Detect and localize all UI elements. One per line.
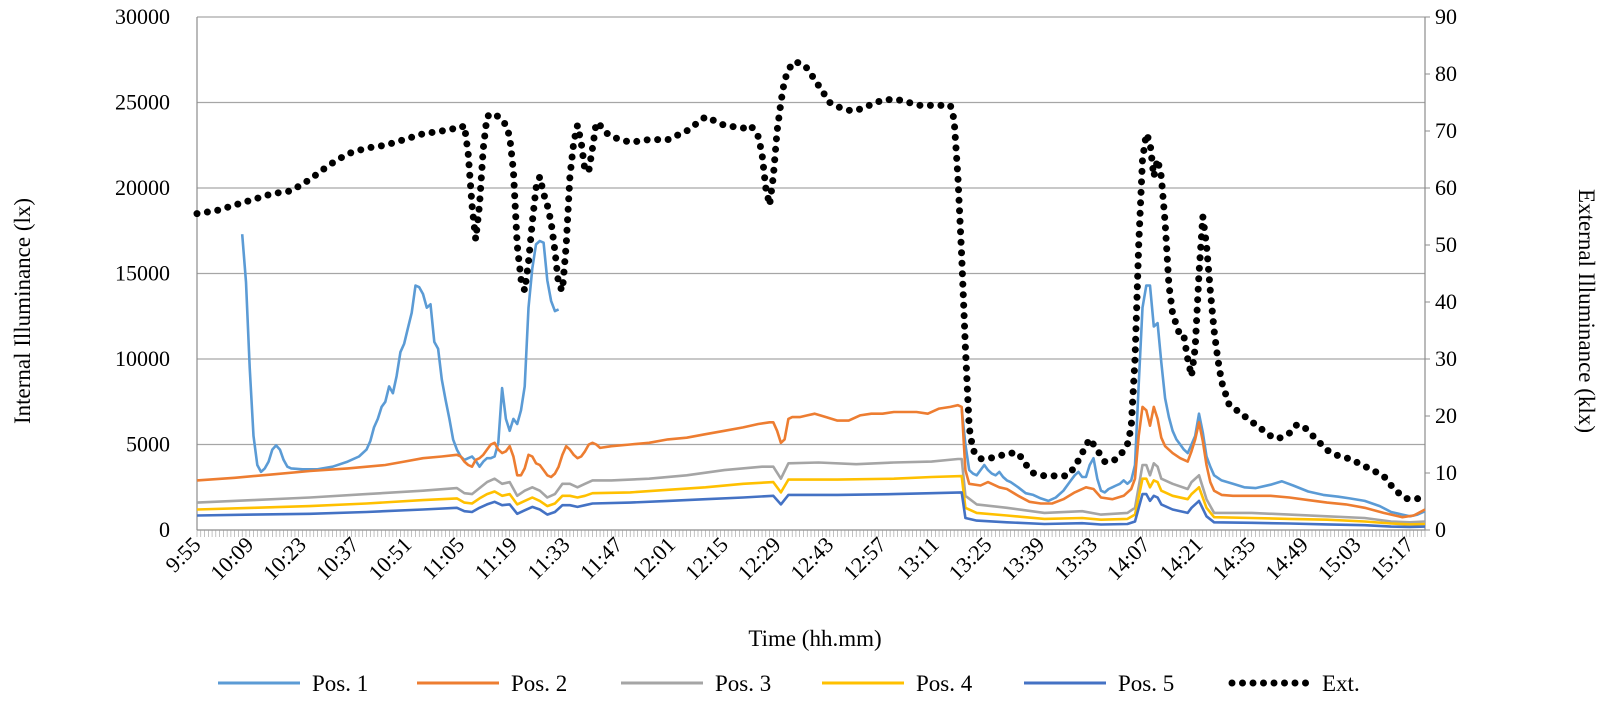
x-tick-label: 12:57 (838, 532, 891, 585)
x-tick-label: 10:37 (311, 532, 364, 585)
left-axis-title: Internal Illuminance (lx) (10, 198, 35, 424)
x-tick-label: 12:15 (680, 532, 733, 585)
right-tick-label: 20 (1435, 403, 1457, 428)
right-tick-label: 50 (1435, 232, 1457, 257)
left-tick-label: 25000 (115, 90, 170, 115)
right-tick-label: 80 (1435, 61, 1457, 86)
x-tick-label: 14:21 (1154, 532, 1207, 585)
series-line-pos-5 (196, 491, 1426, 529)
x-tick-label: 11:05 (417, 532, 470, 585)
x-tick-label: 11:47 (575, 532, 628, 585)
series-line-pos-1 (240, 234, 560, 474)
x-tick-label: 15:03 (1313, 532, 1366, 585)
left-tick-label: 10000 (115, 346, 170, 371)
x-tick-label: 11:33 (522, 532, 575, 585)
x-tick-label: 13:39 (996, 532, 1049, 585)
x-tick-label: 11:19 (469, 532, 522, 585)
right-tick-label: 0 (1435, 517, 1446, 542)
external-series-layer (193, 59, 1425, 505)
x-minute-ticks (196, 530, 1426, 537)
x-tick-label: 14:35 (1207, 532, 1260, 585)
left-tick-label: 20000 (115, 175, 170, 200)
series-line-ext (193, 59, 1425, 505)
legend-label-ext: Ext. (1322, 671, 1360, 696)
series-line-pos-1 (960, 284, 1426, 518)
right-tick-label: 30 (1435, 346, 1457, 371)
legend-label-pos-4: Pos. 4 (916, 671, 973, 696)
left-axis-ticks: 0 5000 10000 15000 20000 25000 30000 (115, 4, 170, 542)
left-tick-label: 5000 (126, 432, 170, 457)
right-tick-label: 10 (1435, 460, 1457, 485)
left-tick-label: 30000 (115, 4, 170, 29)
series-layer (196, 234, 1426, 529)
x-tick-label: 14:49 (1260, 532, 1313, 585)
x-tick-label: 14:07 (1102, 532, 1155, 585)
x-tick-label: 10:23 (258, 532, 311, 585)
right-tick-label: 70 (1435, 118, 1457, 143)
right-tick-label: 40 (1435, 289, 1457, 314)
x-tick-label: 13:11 (891, 532, 944, 585)
x-axis-ticks: 9:55 10:09 10:23 10:37 10:51 11:05 11:19 11:33 1… (160, 530, 1426, 585)
left-tick-label: 0 (159, 517, 170, 542)
legend-label-pos-5: Pos. 5 (1118, 671, 1174, 696)
right-axis-title: External Illuminance (klx) (1574, 189, 1599, 433)
x-tick-label: 15:17 (1365, 532, 1418, 585)
x-tick-label: 12:29 (733, 532, 786, 585)
left-tick-label: 15000 (115, 261, 170, 286)
x-tick-label: 12:01 (627, 532, 680, 585)
x-tick-label: 10:51 (363, 532, 416, 585)
x-tick-label: 10:09 (205, 532, 258, 585)
legend-label-pos-3: Pos. 3 (715, 671, 771, 696)
right-tick-label: 90 (1435, 4, 1457, 29)
series-line-pos-4 (196, 474, 1426, 526)
legend-label-pos-2: Pos. 2 (511, 671, 567, 696)
right-axis-ticks: 0 10 20 30 40 50 60 70 80 90 (1425, 4, 1457, 542)
x-tick-label: 13:25 (943, 532, 996, 585)
x-axis-title: Time (hh.mm) (748, 626, 881, 651)
x-tick-label: 12:43 (785, 532, 838, 585)
x-tick-label: 13:53 (1049, 532, 1102, 585)
right-tick-label: 60 (1435, 175, 1457, 200)
gridlines (197, 16, 1425, 446)
legend: Pos. 1 Pos. 2 Pos. 3 Pos. 4 Pos. 5 Ext. (218, 671, 1360, 696)
series-line-pos-2 (196, 403, 1426, 519)
series-line-pos-3 (196, 457, 1426, 524)
legend-label-pos-1: Pos. 1 (312, 671, 368, 696)
